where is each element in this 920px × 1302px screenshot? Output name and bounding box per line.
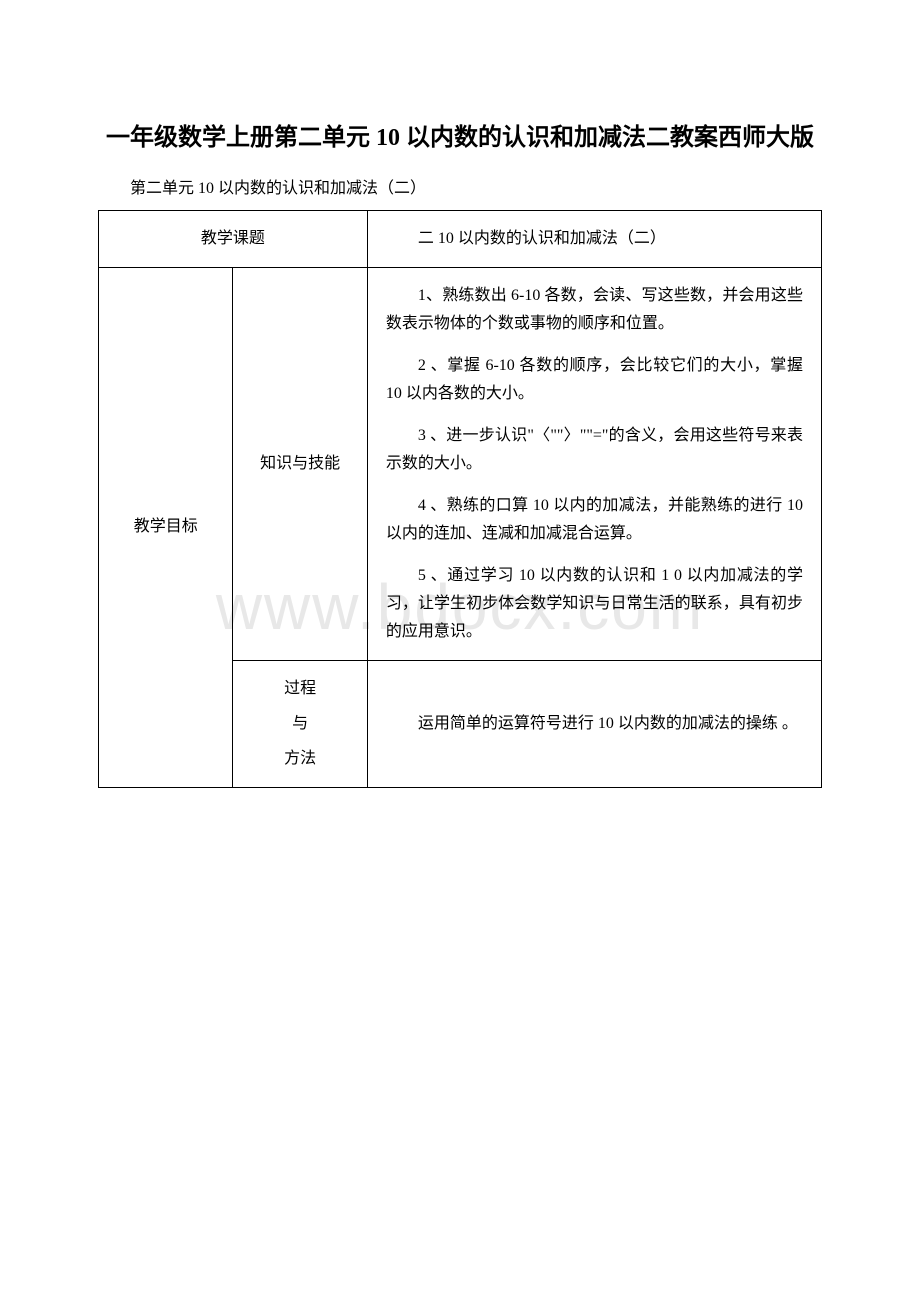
document-content: 一年级数学上册第二单元 10 以内数的认识和加减法二教案西师大版 第二单元 10… [98,120,822,788]
process-content-cell: 运用简单的运算符号进行 10 以内数的加减法的操练 。 [367,661,821,788]
lesson-plan-table: 教学课题 二 10 以内数的认识和加减法（二） 教学目标 知识与技能 1、熟练数… [98,210,822,788]
process-text: 运用简单的运算符号进行 10 以内数的加减法的操练 。 [386,710,803,738]
table-row: 教学目标 知识与技能 1、熟练数出 6-10 各数，会读、写这些数，并会用这些数… [99,268,822,661]
process-label-line: 过程 [233,671,366,706]
knowledge-content-cell: 1、熟练数出 6-10 各数，会读、写这些数，并会用这些数表示物体的个数或事物的… [367,268,821,661]
topic-text: 二 10 以内数的认识和加减法（二） [386,225,803,253]
document-subtitle: 第二单元 10 以内数的认识和加减法（二） [98,174,822,198]
objective-item: 5 、通过学习 10 以内数的认识和 1 0 以内加减法的学习，让学生初步体会数… [386,562,803,646]
process-label-line: 与 [233,706,366,741]
objective-item: 3 、进一步认识"〈""〉""="的含义，会用这些符号来表示数的大小。 [386,422,803,478]
process-label-cell: 过程 与 方法 [233,661,367,788]
knowledge-label-cell: 知识与技能 [233,268,367,661]
goal-label-cell: 教学目标 [99,268,233,788]
objective-item: 2 、掌握 6-10 各数的顺序，会比较它们的大小，掌握 10 以内各数的大小。 [386,352,803,408]
topic-label-cell: 教学课题 [99,211,368,268]
objective-item: 4 、熟练的口算 10 以内的加减法，并能熟练的进行 10 以内的连加、连减和加… [386,492,803,548]
topic-content-cell: 二 10 以内数的认识和加减法（二） [367,211,821,268]
process-label-line: 方法 [233,741,366,776]
table-row: 教学课题 二 10 以内数的认识和加减法（二） [99,211,822,268]
document-title: 一年级数学上册第二单元 10 以内数的认识和加减法二教案西师大版 [98,120,822,156]
objective-item: 1、熟练数出 6-10 各数，会读、写这些数，并会用这些数表示物体的个数或事物的… [386,282,803,338]
